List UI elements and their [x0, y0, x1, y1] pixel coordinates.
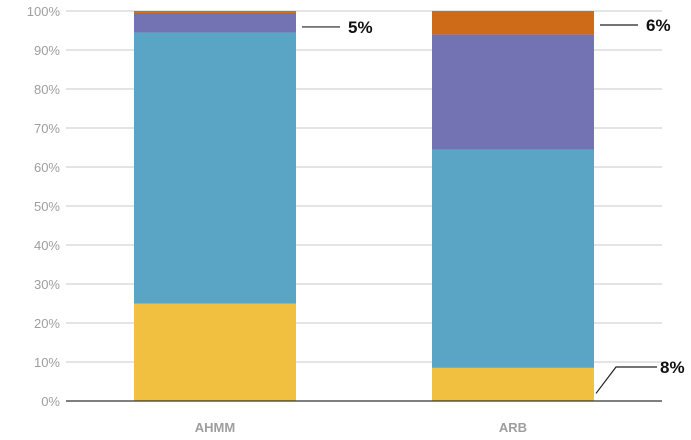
- bar-segment: [432, 11, 594, 35]
- bar-segment: [134, 11, 296, 13]
- bars: [134, 11, 594, 401]
- y-tick-label: 10%: [34, 355, 60, 370]
- callout-leader: [595, 366, 657, 394]
- y-tick-label: 40%: [34, 238, 60, 253]
- callout-label: 6%: [646, 16, 671, 35]
- bar-segment: [134, 303, 296, 401]
- y-tick-label: 100%: [27, 4, 61, 19]
- y-tick-label: 90%: [34, 43, 60, 58]
- y-tick-label: 80%: [34, 82, 60, 97]
- x-tick-label: AHMM: [195, 420, 235, 435]
- callouts: 5% 6% 8%: [302, 16, 685, 394]
- y-tick-label: 0%: [41, 394, 60, 409]
- y-tick-label: 50%: [34, 199, 60, 214]
- bar-segment: [432, 367, 594, 401]
- y-tick-label: 60%: [34, 160, 60, 175]
- y-axis: 0% 10% 20% 30% 40% 50% 60% 70% 80% 90% 100%: [27, 4, 61, 409]
- y-tick-label: 20%: [34, 316, 60, 331]
- x-tick-label: ARB: [499, 420, 527, 435]
- bar-segment: [134, 32, 296, 304]
- callout-label: 8%: [660, 358, 685, 377]
- bar-segment: [134, 12, 296, 33]
- bar-segment: [432, 34, 594, 150]
- x-axis: AHMM ARB: [195, 420, 527, 435]
- y-tick-label: 30%: [34, 277, 60, 292]
- y-tick-label: 70%: [34, 121, 60, 136]
- callout-label: 5%: [348, 18, 373, 37]
- bar-segment: [432, 149, 594, 368]
